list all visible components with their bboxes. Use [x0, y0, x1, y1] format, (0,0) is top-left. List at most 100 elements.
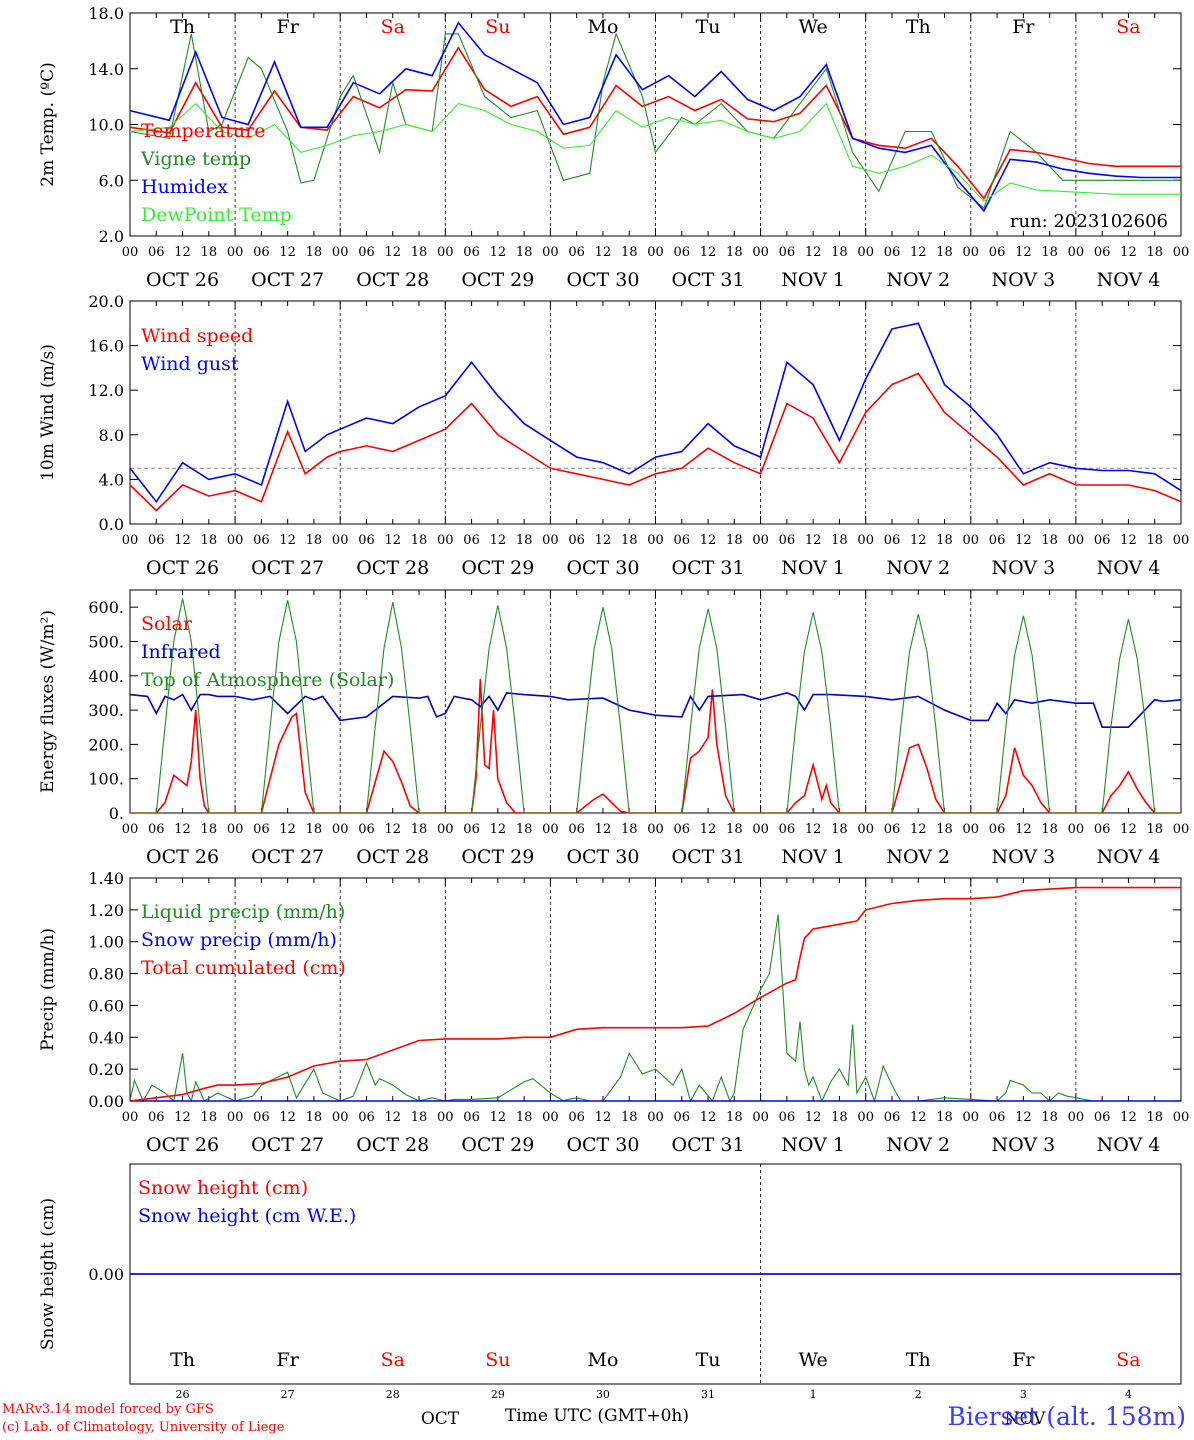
x-hour-label: 00: [647, 245, 664, 260]
x-hour-label: 18: [306, 245, 323, 260]
x-hour-label: 00: [542, 245, 559, 260]
y-tick-label: 400.: [88, 667, 124, 686]
weekday-label: Fr: [277, 16, 300, 38]
x-hour-label: 18: [516, 1110, 533, 1125]
x-hour-label: 12: [490, 533, 507, 548]
x-axis-title: Time UTC (GMT+0h): [504, 1406, 690, 1426]
legend-entry: Snow height (cm W.E.): [138, 1205, 356, 1227]
x-hour-label: 06: [463, 533, 480, 548]
y-tick-label: 0.40: [88, 1028, 124, 1047]
x-hour-label: 18: [621, 822, 638, 837]
x-hour-label: 12: [1015, 533, 1032, 548]
day-number: 2: [915, 1388, 922, 1401]
x-hour-label: 00: [227, 1110, 244, 1125]
day-number: 28: [386, 1388, 400, 1401]
day-number: 31: [701, 1388, 715, 1401]
x-hour-label: 06: [989, 822, 1006, 837]
x-hour-label: 18: [411, 533, 428, 548]
x-hour-label: 00: [122, 245, 139, 260]
weekday-label: Sa: [381, 1349, 405, 1371]
legend-entry: Wind gust: [141, 353, 239, 375]
series-line: [129, 914, 1181, 1103]
x-hour-label: 00: [963, 1110, 980, 1125]
y-tick-label: 0.0: [99, 515, 124, 534]
weekday-label: Th: [170, 16, 195, 38]
x-hour-label: 12: [1015, 822, 1032, 837]
y-tick-label: 2.0: [99, 227, 124, 246]
x-hour-label: 06: [1094, 822, 1111, 837]
y-tick-label: 0.80: [88, 965, 124, 984]
x-hour-label: 18: [306, 822, 323, 837]
weekday-label: Tu: [696, 1349, 721, 1371]
y-axis-title: 2m Temp. (ºC): [38, 62, 58, 187]
x-hour-label: 06: [989, 1110, 1006, 1125]
day-number: 3: [1020, 1388, 1027, 1401]
x-hour-label: 00: [1068, 245, 1085, 260]
x-hour-label: 18: [1146, 533, 1163, 548]
x-hour-label: 00: [122, 1110, 139, 1125]
x-day-label: OCT 29: [461, 846, 534, 868]
x-hour-label: 12: [384, 245, 401, 260]
x-hour-label: 18: [306, 1110, 323, 1125]
x-hour-label: 06: [989, 245, 1006, 260]
x-hour-label: 06: [568, 245, 585, 260]
x-day-label: OCT 30: [566, 557, 639, 579]
x-hour-label: 06: [674, 822, 691, 837]
legend-entry: Snow height (cm): [138, 1177, 308, 1199]
x-hour-label: 18: [201, 822, 218, 837]
legend-entry: DewPoint Temp: [141, 204, 292, 226]
x-hour-label: 18: [621, 533, 638, 548]
day-number: 30: [596, 1388, 610, 1401]
x-hour-label: 12: [174, 245, 191, 260]
x-hour-label: 06: [358, 1110, 375, 1125]
y-axis-title: Energy fluxes (W/m²): [38, 610, 58, 793]
x-hour-label: 18: [726, 533, 743, 548]
x-hour-label: 06: [463, 822, 480, 837]
legend-entry: Top of Atmosphere (Solar): [141, 669, 394, 691]
x-hour-label: 00: [752, 533, 769, 548]
x-hour-label: 12: [595, 1110, 612, 1125]
x-hour-label: 12: [910, 533, 927, 548]
weekday-label: We: [799, 1349, 828, 1371]
x-day-label: NOV 1: [781, 846, 845, 868]
x-hour-label: 18: [621, 1110, 638, 1125]
x-hour-label: 12: [279, 1110, 296, 1125]
x-hour-label: 18: [726, 245, 743, 260]
x-hour-label: 12: [910, 822, 927, 837]
x-hour-label: 06: [148, 533, 165, 548]
x-hour-label: 18: [726, 822, 743, 837]
x-hour-label: 00: [647, 822, 664, 837]
x-day-label: NOV 2: [886, 1134, 950, 1156]
x-hour-label: 12: [1120, 1110, 1137, 1125]
x-hour-label: 12: [805, 245, 822, 260]
x-hour-label: 12: [700, 1110, 717, 1125]
x-hour-label: 18: [1041, 822, 1058, 837]
x-hour-label: 12: [279, 533, 296, 548]
x-hour-label: 18: [411, 245, 428, 260]
x-day-label: OCT 31: [672, 1134, 745, 1156]
x-hour-label: 00: [647, 533, 664, 548]
x-hour-label: 12: [910, 245, 927, 260]
x-hour-label: 18: [726, 1110, 743, 1125]
x-day-label: NOV 2: [886, 557, 950, 579]
legend-entry: Temperature: [141, 120, 265, 142]
y-tick-label: 0.20: [88, 1060, 124, 1079]
x-hour-label: 06: [358, 533, 375, 548]
x-hour-label: 12: [384, 1110, 401, 1125]
x-hour-label: 06: [779, 822, 796, 837]
x-hour-label: 06: [779, 533, 796, 548]
weekday-label: Sa: [381, 16, 405, 38]
y-tick-label: 14.0: [88, 60, 124, 79]
y-tick-label: 12.0: [88, 381, 124, 400]
y-tick-label: 1.00: [88, 933, 124, 952]
x-hour-label: 12: [595, 533, 612, 548]
y-tick-label: 16.0: [88, 337, 124, 356]
x-hour-label: 18: [831, 1110, 848, 1125]
x-hour-label: 18: [1146, 822, 1163, 837]
x-hour-label: 06: [568, 1110, 585, 1125]
x-hour-label: 00: [227, 533, 244, 548]
series-line: [129, 21, 1181, 213]
x-day-label: NOV 4: [1097, 1134, 1161, 1156]
x-hour-label: 06: [463, 1110, 480, 1125]
x-hour-label: 00: [1173, 245, 1190, 260]
